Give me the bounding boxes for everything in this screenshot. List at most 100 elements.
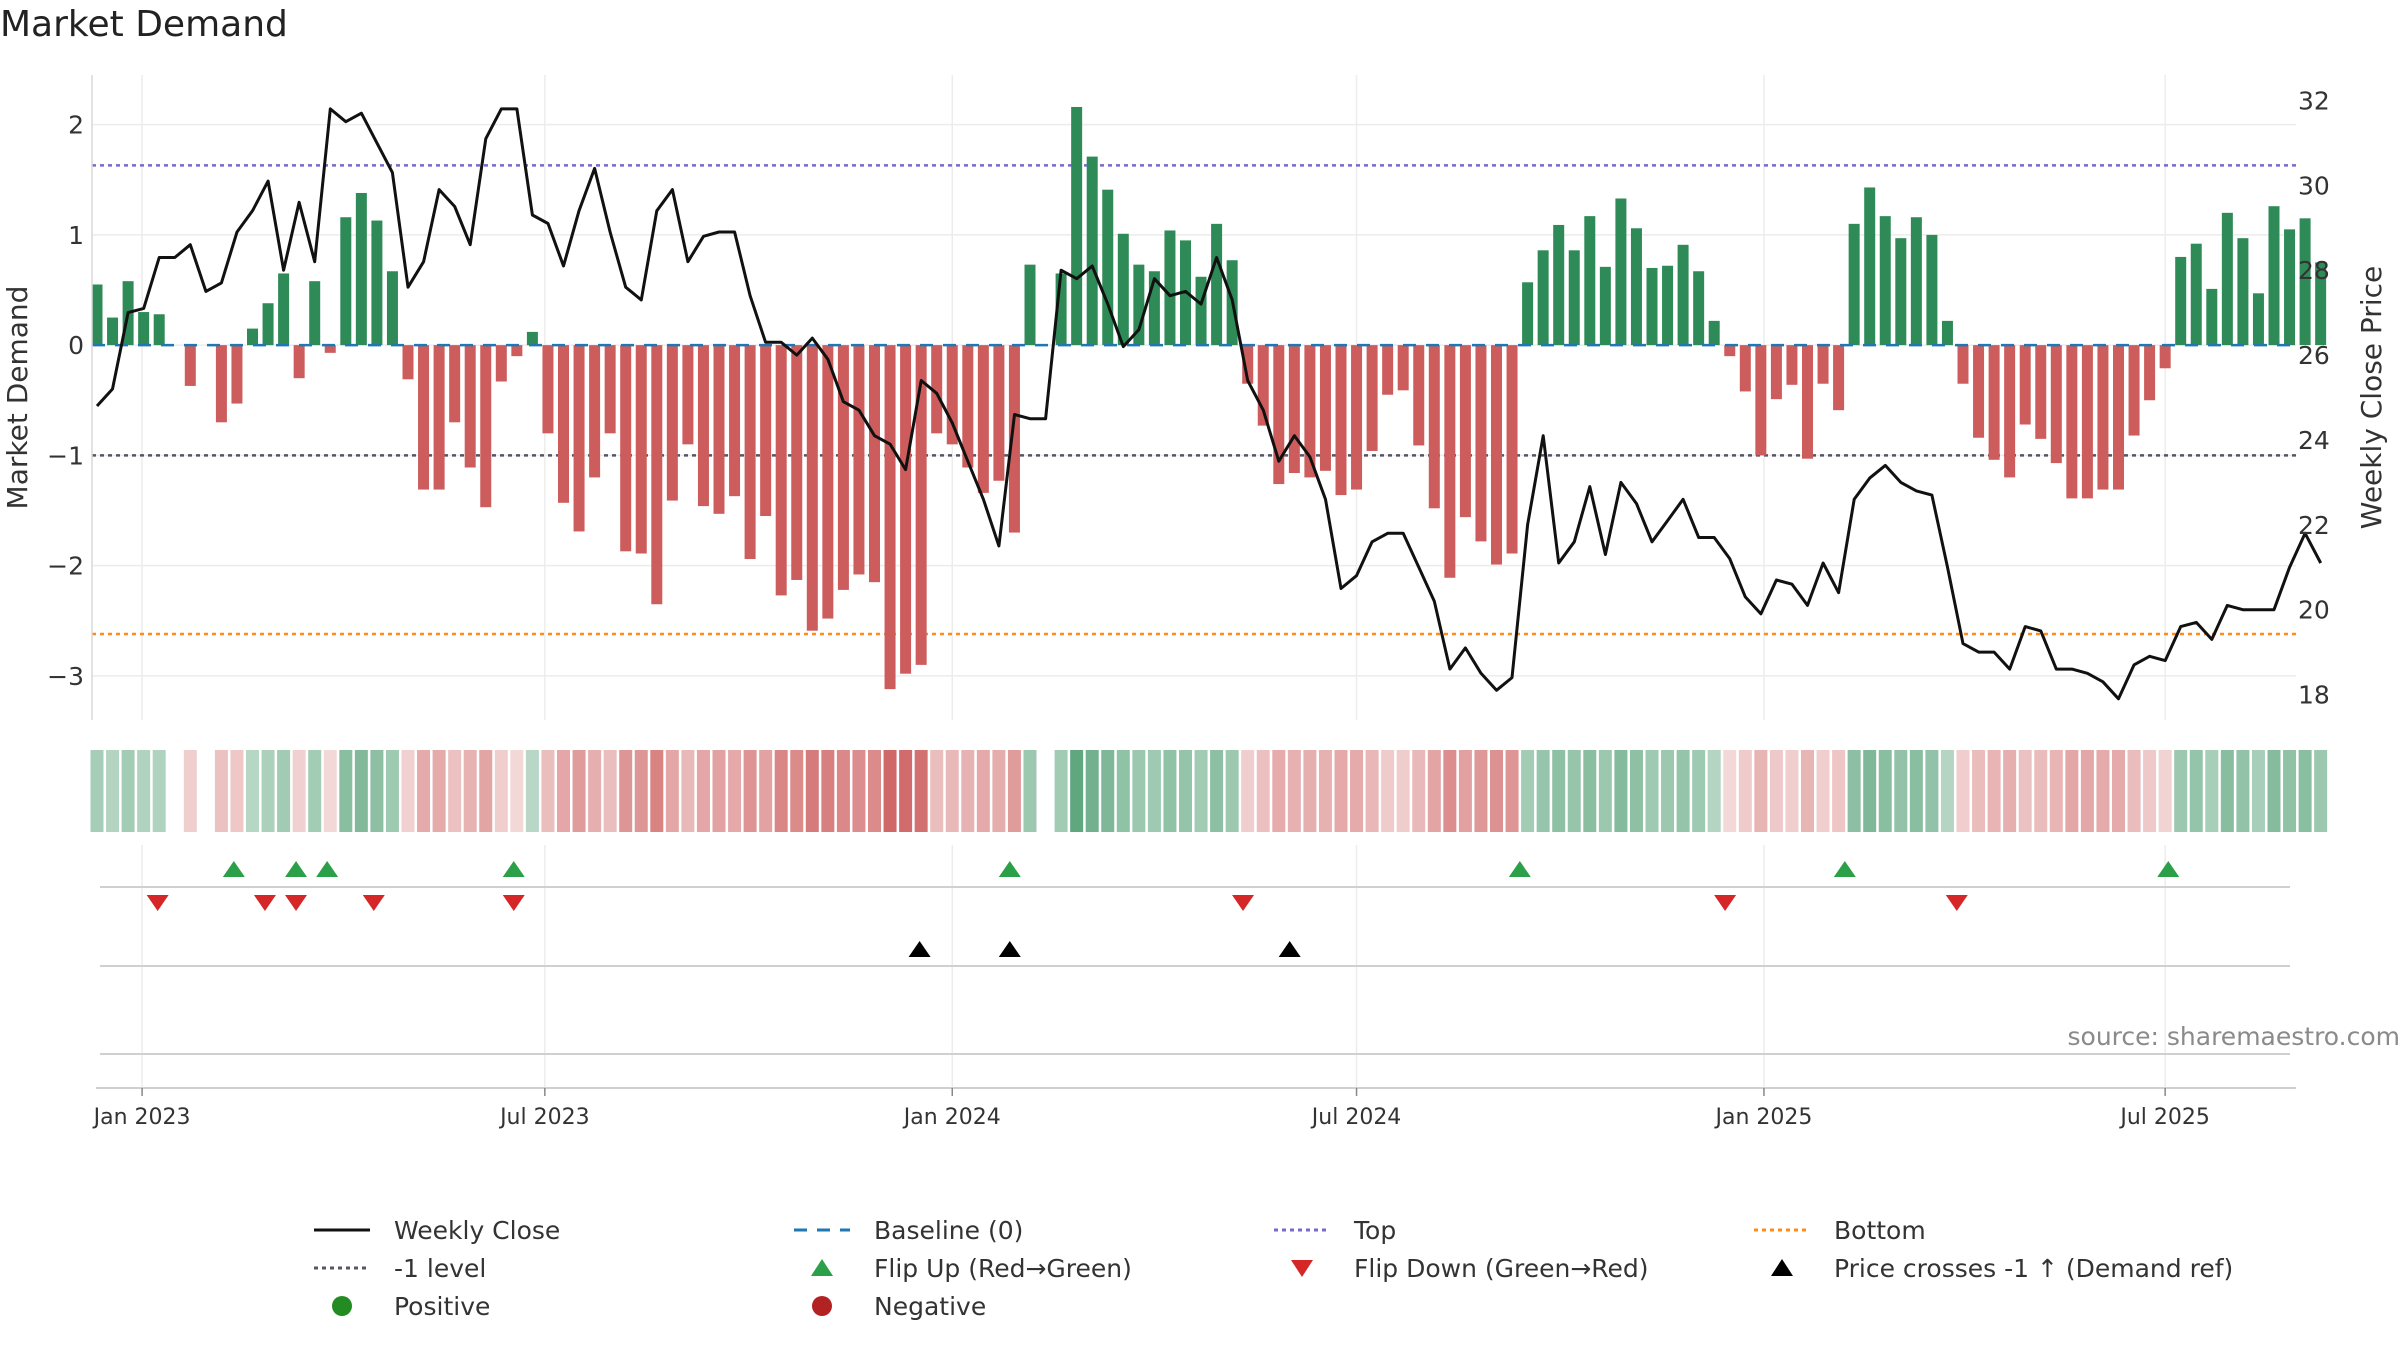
heat-cell xyxy=(2298,750,2312,832)
demand-bar-positive xyxy=(2175,256,2187,346)
x-tick-label: Jul 2024 xyxy=(1310,1105,1402,1130)
flip-up-marker xyxy=(1508,861,1531,877)
price-cross-triangle-icon xyxy=(1771,1259,1793,1276)
heat-cell xyxy=(821,750,835,832)
heat-cell xyxy=(2267,750,2281,832)
demand-bar-negative xyxy=(915,345,927,665)
y-right-tick-label: 28 xyxy=(2298,256,2330,285)
legend-label: Top xyxy=(1354,1215,1397,1245)
demand-bar-negative xyxy=(993,345,1005,481)
demand-bar-negative xyxy=(184,345,196,386)
heat-cell xyxy=(1738,750,1752,832)
heat-cell xyxy=(1365,750,1379,832)
demand-bar-positive xyxy=(1910,217,1922,346)
heat-cell xyxy=(1272,750,1286,832)
demand-bar-positive xyxy=(1864,187,1876,346)
legend-negative: Negative xyxy=(792,1288,986,1324)
heat-cell xyxy=(603,750,617,832)
y-right-tick-label: 18 xyxy=(2298,681,2330,710)
demand-bar-positive xyxy=(1848,223,1860,346)
market-demand-chart: 2 1 0 −1 −2 −3 32 30 28 26 24 22 20 18 Market Demand We… xyxy=(1,75,2388,1130)
demand-bar-positive xyxy=(1708,320,1720,346)
demand-bar-negative xyxy=(495,345,507,382)
demand-bar-negative xyxy=(1444,345,1456,578)
demand-bar-negative xyxy=(558,345,569,503)
demand-bar-positive xyxy=(278,273,290,346)
heat-cell xyxy=(1676,750,1690,832)
demand-bar-negative xyxy=(2066,345,2078,499)
heat-cell xyxy=(525,750,539,832)
demand-bar-negative xyxy=(324,345,336,353)
heat-cell xyxy=(370,750,384,832)
legend-flip-up: Flip Up (Red→Green) xyxy=(792,1250,1132,1286)
demand-bar-positive xyxy=(247,328,258,346)
demand-bar-negative xyxy=(215,345,227,423)
flip-up-triangle-icon xyxy=(811,1259,833,1276)
demand-bar-negative xyxy=(1506,345,1518,554)
heat-cell xyxy=(2236,750,2250,832)
heat-cell xyxy=(1318,750,1332,832)
flip-up-marker xyxy=(2157,861,2180,877)
demand-bar-negative xyxy=(1288,345,1300,474)
demand-bar-positive xyxy=(1693,271,1705,346)
heat-cell xyxy=(976,750,990,832)
heat-cell xyxy=(1054,750,1068,832)
heat-cell xyxy=(1785,750,1799,832)
heat-cell xyxy=(199,750,213,832)
heat-cell xyxy=(1629,750,1643,832)
heat-cell xyxy=(728,750,742,832)
demand-bar-positive xyxy=(1553,224,1565,346)
demand-bar-positive xyxy=(91,284,103,346)
heat-cell xyxy=(1909,750,1923,832)
demand-bar-positive xyxy=(2299,218,2311,346)
heat-cell xyxy=(712,750,726,832)
demand-bar-negative xyxy=(853,345,865,575)
demand-bar-negative xyxy=(464,345,476,468)
demand-bar-negative xyxy=(620,345,632,552)
demand-bar-negative xyxy=(1257,345,1269,426)
flip-down-marker xyxy=(1714,895,1737,911)
heat-cell xyxy=(2158,750,2172,832)
flip-down-marker xyxy=(146,895,169,911)
demand-bar-positive xyxy=(1164,230,1176,346)
legend-label: Positive xyxy=(394,1291,491,1321)
heat-cell xyxy=(572,750,586,832)
demand-bar-positive xyxy=(309,281,321,346)
heat-cell xyxy=(448,750,462,832)
x-tick-label: Jan 2023 xyxy=(92,1105,191,1130)
demand-bar-positive xyxy=(1148,271,1160,346)
heat-cell xyxy=(1956,750,1970,832)
demand-bar-negative xyxy=(433,345,445,490)
demand-bar-negative xyxy=(2035,345,2047,439)
legend-top: Top xyxy=(1272,1212,1396,1248)
y-right-tick-label: 20 xyxy=(2298,596,2330,625)
chart-title: Market Demand xyxy=(0,4,288,45)
heat-cell xyxy=(1567,750,1581,832)
x-axis: Jan 2023 Jul 2023 Jan 2024 Jul 2024 Jan 2025… xyxy=(92,1087,2296,1130)
heat-cell xyxy=(1878,750,1892,832)
heat-cell xyxy=(743,750,757,832)
demand-bar-positive xyxy=(2284,229,2296,346)
demand-bar-positive xyxy=(1211,223,1223,346)
demand-bar-positive xyxy=(1117,233,1129,346)
heat-cell xyxy=(992,750,1006,832)
heat-cell xyxy=(2189,750,2203,832)
demand-bar-positive xyxy=(371,220,383,346)
heat-cell xyxy=(1987,750,2001,832)
heat-cell xyxy=(1085,750,1099,832)
demand-bar-negative xyxy=(1008,345,1020,533)
flip-up-marker xyxy=(998,861,1021,877)
y-left-tick-label: 1 xyxy=(68,221,84,250)
demand-bar-positive xyxy=(1677,244,1689,346)
demand-bar-positive xyxy=(1133,264,1145,346)
legend-label: Baseline (0) xyxy=(874,1215,1024,1245)
demand-bar-negative xyxy=(869,345,880,583)
demand-bar-negative xyxy=(666,345,678,501)
heat-cell xyxy=(961,750,975,832)
heat-cell xyxy=(1163,750,1177,832)
demand-bar-negative xyxy=(1973,345,1985,438)
demand-bar-positive xyxy=(2268,206,2280,346)
demand-bar-negative xyxy=(1304,345,1316,478)
heat-cell xyxy=(1692,750,1706,832)
demand-bar-negative xyxy=(449,345,461,423)
